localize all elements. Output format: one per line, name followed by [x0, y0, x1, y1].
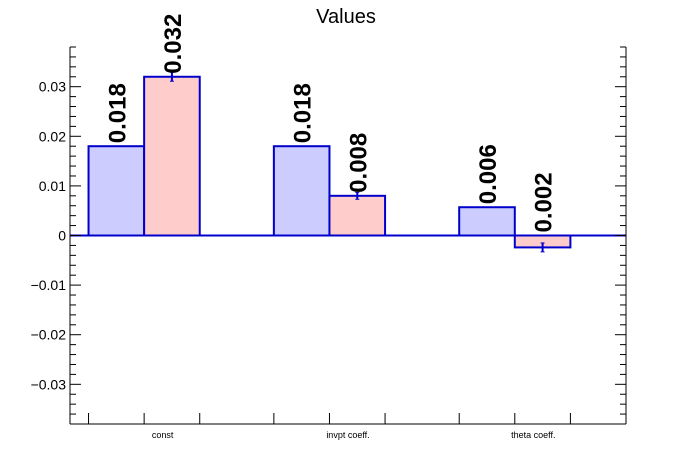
x-tick-label: invpt coeff.: [326, 430, 369, 440]
x-tick-label: const: [152, 430, 174, 440]
y-tick-label: 0.03: [39, 79, 66, 95]
y-tick-label: −0.01: [31, 277, 67, 293]
data-label: 0.018: [290, 83, 317, 143]
y-tick-label: 0.02: [39, 128, 66, 144]
x-tick-label: theta coeff.: [511, 430, 555, 440]
data-label: 0.002: [531, 172, 558, 232]
y-tick-label: −0.02: [31, 327, 67, 343]
bar-series1-theta-coeff-: [458, 206, 516, 237]
data-label: 0.008: [345, 133, 372, 193]
data-label: 0.006: [475, 144, 502, 204]
data-label: 0.018: [104, 83, 131, 143]
data-labels-group: 0.018 0.018 0.006 0.032 0.008 0.002: [104, 14, 557, 233]
y-tick-label: −0.03: [31, 376, 67, 392]
chart-title: Values: [316, 6, 376, 28]
bar-series2-const: [143, 75, 201, 237]
bar-series1-invpt-coeff-: [272, 145, 331, 237]
axes-group: −0.03 −0.02 −0.01 0 0.01 0.02 0.03 const invpt c…: [31, 46, 627, 440]
y-tick-label: 0.01: [39, 178, 66, 194]
bar-series1-const: [87, 145, 146, 237]
data-label: 0.032: [160, 14, 187, 74]
y-tick-label: 0: [58, 228, 66, 244]
bars-group: [87, 71, 572, 253]
bar-series2-invpt-coeff-: [328, 194, 387, 237]
